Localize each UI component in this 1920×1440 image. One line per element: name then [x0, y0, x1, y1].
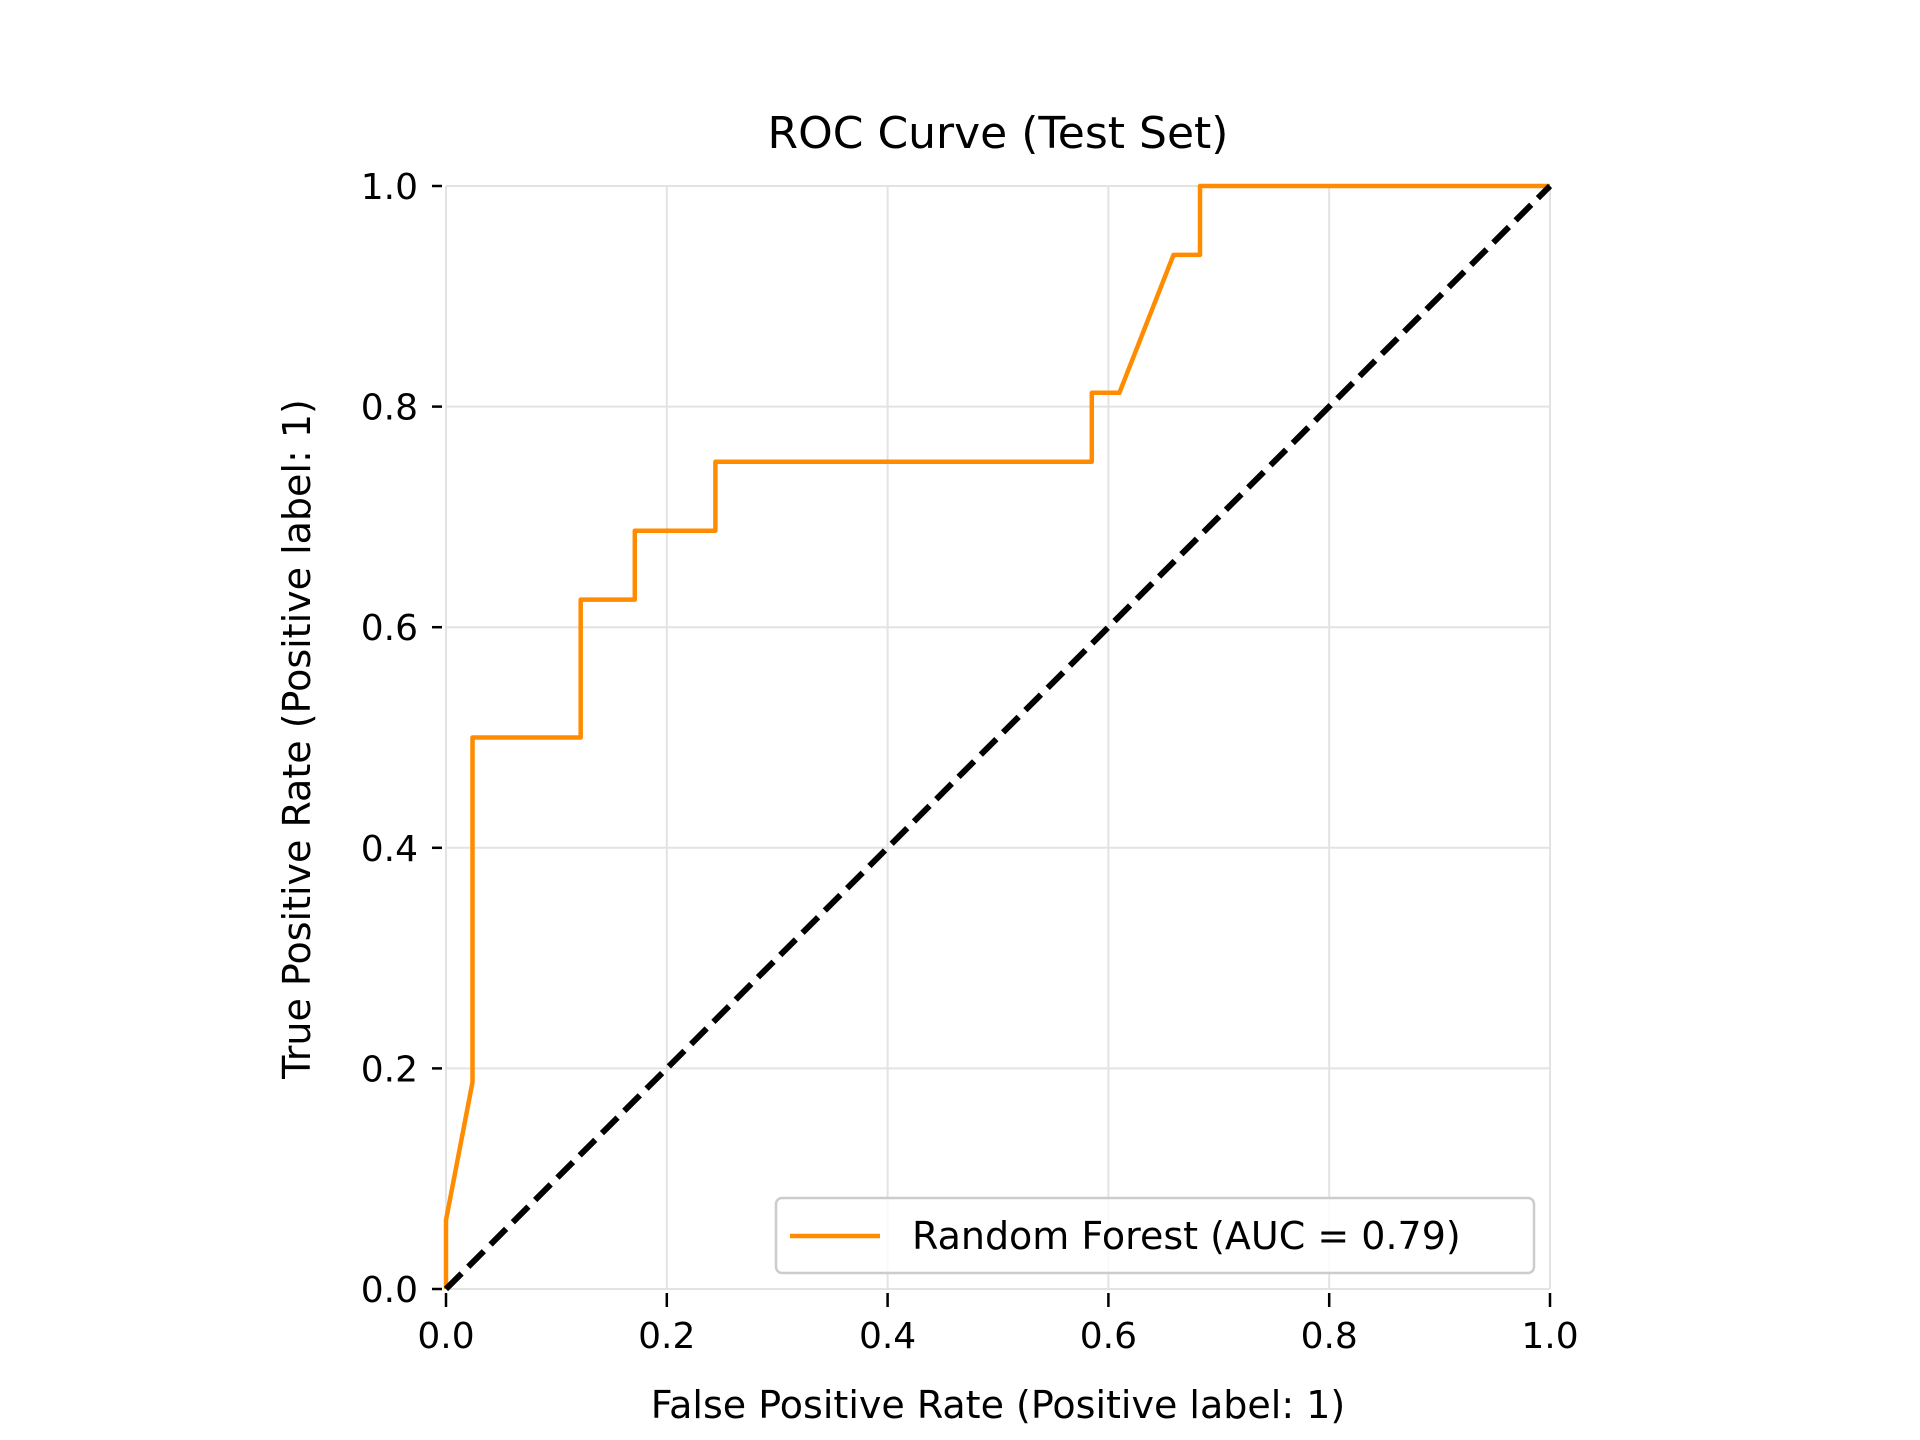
y-tick-label: 1.0: [361, 167, 418, 208]
y-tick-label: 0.8: [361, 388, 418, 429]
axes: 0.0 0.2 0.4 0.6 0.8 1.0 0.0 0.2 0.4 0.6 0.8 1.0: [361, 167, 1579, 1357]
legend-box: [774, 1196, 1536, 1275]
chart-title: ROC Curve (Test Set): [768, 108, 1229, 159]
legend-label-random-forest: Random Forest (AUC = 0.79): [912, 1214, 1461, 1258]
x-axis-label: False Positive Rate (Positive label: 1): [651, 1383, 1345, 1427]
grid: [445, 185, 1551, 1290]
series-random-forest-line: [443, 183, 1550, 1289]
series-layer: [443, 183, 1553, 1292]
x-tick-label: 1.0: [1521, 1316, 1578, 1357]
x-tick-label: 0.8: [1301, 1316, 1358, 1357]
legend: Random Forest (AUC = 0.79): [774, 1196, 1536, 1275]
x-tick-label: 0.4: [859, 1316, 916, 1357]
y-tick-label: 0.2: [361, 1049, 418, 1090]
y-tick-label: 0.4: [361, 829, 418, 870]
y-axis-label: True Positive Rate (Positive label: 1): [275, 399, 319, 1080]
x-tick-label: 0.2: [638, 1316, 695, 1357]
x-tick-label: 0.6: [1080, 1316, 1137, 1357]
y-tick-label: 0.6: [361, 608, 418, 649]
x-tick-label: 0.0: [417, 1316, 474, 1357]
y-tick-label: 0.0: [361, 1270, 418, 1311]
series-chance-line: [443, 183, 1553, 1292]
